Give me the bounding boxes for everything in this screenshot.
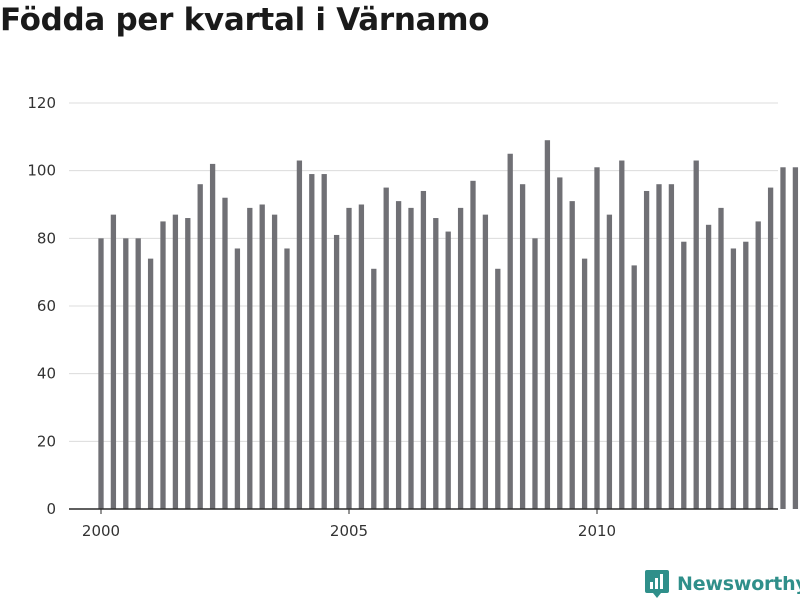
x-tick-label: 2010: [578, 522, 616, 540]
bar: [346, 207, 352, 509]
bar: [234, 248, 241, 509]
bar: [718, 207, 724, 509]
bar: [581, 258, 588, 509]
y-tick-label: 20: [37, 432, 56, 450]
bar: [197, 184, 203, 509]
bar: [730, 248, 737, 509]
bar: [371, 268, 377, 509]
bar: [259, 204, 265, 509]
y-tick-label: 0: [46, 500, 56, 518]
bar: [656, 184, 662, 509]
bar: [395, 201, 402, 509]
bar: [519, 184, 526, 509]
x-tick-label: 2000: [82, 522, 120, 540]
y-tick-label: 120: [27, 94, 56, 112]
bar: [172, 214, 179, 509]
bar: [247, 207, 253, 509]
bar: [482, 214, 489, 509]
bar: [569, 201, 575, 509]
bar: [705, 224, 712, 510]
bar: [271, 214, 278, 509]
bar: [333, 234, 340, 509]
chart-title: Födda per kvartal i Värnamo: [0, 2, 490, 38]
y-tick-label: 100: [27, 162, 56, 180]
bar: [619, 160, 625, 509]
bar: [470, 180, 476, 510]
bar: [420, 190, 427, 509]
newsworthy-logo-icon: [645, 570, 669, 598]
bar: [743, 241, 749, 509]
bar: [185, 218, 191, 510]
bar: [681, 241, 687, 509]
bar: [284, 248, 290, 509]
bar: [296, 160, 303, 509]
bar: [780, 167, 786, 510]
bar: [408, 207, 414, 509]
bar: [631, 265, 637, 509]
y-tick-label: 80: [37, 229, 56, 247]
y-tick-label: 40: [37, 365, 56, 383]
bar: [110, 214, 117, 509]
bar: [507, 153, 513, 509]
bar: [532, 238, 538, 510]
bar: [123, 238, 129, 510]
bar: [147, 258, 154, 509]
bar: [792, 167, 799, 510]
bar: [643, 190, 650, 509]
bar: [767, 187, 774, 510]
bar: [321, 174, 327, 510]
bar: [594, 167, 600, 510]
bar: [445, 231, 451, 510]
bar: [495, 268, 501, 509]
bar: [457, 207, 464, 509]
bar: [222, 197, 228, 509]
bar: [693, 160, 699, 509]
bar: [358, 204, 365, 509]
bar: [433, 218, 439, 510]
bar: [309, 174, 315, 510]
x-axis-ticks: 200020052010201520202025: [82, 509, 616, 540]
brand-name: Newsworthy: [677, 573, 800, 595]
bar: [383, 187, 389, 510]
y-axis-ticks: 0 20 40 60 80 100 120: [27, 94, 56, 518]
bar: [209, 163, 216, 509]
bars: [98, 140, 799, 510]
bar: [606, 214, 613, 509]
bar: [755, 221, 761, 509]
brand-logo: Newsworthy: [644, 568, 800, 600]
bar: [668, 184, 675, 509]
x-tick-label: 2005: [330, 522, 368, 540]
y-tick-label: 60: [37, 297, 56, 315]
bar: [160, 221, 166, 509]
bar: [135, 238, 141, 510]
bar: [544, 140, 551, 509]
bar: [98, 238, 104, 510]
bar: [557, 177, 563, 509]
